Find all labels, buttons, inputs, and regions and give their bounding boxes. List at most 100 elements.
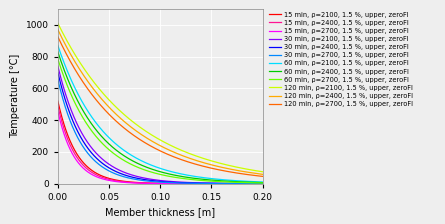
30 min, ρ=2700, 1.5 %, upper, zeroFl [260, 182, 265, 185]
120 min, ρ=2700, 1.5 %, upper, zeroFl [76, 74, 81, 77]
15 min, ρ=2400, 1.5 %, upper, zeroFl [146, 182, 151, 185]
Line: 30 min, ρ=2100, 1.5 %, upper, zeroFl: 30 min, ρ=2100, 1.5 %, upper, zeroFl [58, 66, 263, 184]
15 min, ρ=2400, 1.5 %, upper, zeroFl [218, 182, 224, 185]
60 min, ρ=2400, 1.5 %, upper, zeroFl [76, 101, 81, 104]
15 min, ρ=2400, 1.5 %, upper, zeroFl [76, 159, 81, 161]
60 min, ρ=2100, 1.5 %, upper, zeroFl [76, 94, 81, 97]
60 min, ρ=2100, 1.5 %, upper, zeroFl [55, 44, 61, 47]
X-axis label: Member thickness [m]: Member thickness [m] [105, 207, 215, 217]
Line: 30 min, ρ=2700, 1.5 %, upper, zeroFl: 30 min, ρ=2700, 1.5 %, upper, zeroFl [58, 80, 263, 184]
60 min, ρ=2700, 1.5 %, upper, zeroFl [55, 58, 61, 60]
120 min, ρ=2100, 1.5 %, upper, zeroFl [146, 131, 151, 134]
15 min, ρ=2100, 1.5 %, upper, zeroFl [215, 182, 220, 185]
30 min, ρ=2400, 1.5 %, upper, zeroFl [55, 71, 61, 74]
Line: 60 min, ρ=2400, 1.5 %, upper, zeroFl: 60 min, ρ=2400, 1.5 %, upper, zeroFl [58, 52, 263, 183]
60 min, ρ=2400, 1.5 %, upper, zeroFl [55, 50, 61, 53]
15 min, ρ=2100, 1.5 %, upper, zeroFl [218, 182, 224, 185]
120 min, ρ=2100, 1.5 %, upper, zeroFl [138, 126, 143, 129]
Line: 15 min, ρ=2100, 1.5 %, upper, zeroFl: 15 min, ρ=2100, 1.5 %, upper, zeroFl [58, 101, 263, 184]
15 min, ρ=2400, 1.5 %, upper, zeroFl [55, 105, 61, 107]
60 min, ρ=2400, 1.5 %, upper, zeroFl [196, 177, 201, 180]
30 min, ρ=2100, 1.5 %, upper, zeroFl [260, 182, 265, 185]
15 min, ρ=2700, 1.5 %, upper, zeroFl [260, 182, 265, 185]
30 min, ρ=2400, 1.5 %, upper, zeroFl [218, 182, 224, 185]
120 min, ρ=2400, 1.5 %, upper, zeroFl [146, 138, 151, 140]
120 min, ρ=2100, 1.5 %, upper, zeroFl [218, 162, 224, 165]
60 min, ρ=2100, 1.5 %, upper, zeroFl [138, 159, 143, 162]
15 min, ρ=2700, 1.5 %, upper, zeroFl [76, 162, 81, 165]
15 min, ρ=2700, 1.5 %, upper, zeroFl [196, 182, 201, 185]
120 min, ρ=2100, 1.5 %, upper, zeroFl [215, 161, 220, 164]
30 min, ρ=2700, 1.5 %, upper, zeroFl [138, 179, 143, 181]
120 min, ρ=2100, 1.5 %, upper, zeroFl [76, 59, 81, 62]
60 min, ρ=2400, 1.5 %, upper, zeroFl [138, 164, 143, 166]
15 min, ρ=2700, 1.5 %, upper, zeroFl [218, 182, 224, 185]
30 min, ρ=2700, 1.5 %, upper, zeroFl [76, 138, 81, 141]
120 min, ρ=2700, 1.5 %, upper, zeroFl [260, 175, 265, 178]
60 min, ρ=2700, 1.5 %, upper, zeroFl [218, 180, 224, 183]
120 min, ρ=2700, 1.5 %, upper, zeroFl [146, 143, 151, 146]
Line: 120 min, ρ=2400, 1.5 %, upper, zeroFl: 120 min, ρ=2400, 1.5 %, upper, zeroFl [58, 30, 263, 174]
120 min, ρ=2400, 1.5 %, upper, zeroFl [138, 133, 143, 135]
60 min, ρ=2700, 1.5 %, upper, zeroFl [196, 179, 201, 181]
120 min, ρ=2700, 1.5 %, upper, zeroFl [55, 35, 61, 38]
30 min, ρ=2400, 1.5 %, upper, zeroFl [196, 182, 201, 185]
Line: 60 min, ρ=2100, 1.5 %, upper, zeroFl: 60 min, ρ=2100, 1.5 %, upper, zeroFl [58, 45, 263, 182]
60 min, ρ=2400, 1.5 %, upper, zeroFl [218, 179, 224, 182]
30 min, ρ=2100, 1.5 %, upper, zeroFl [146, 177, 151, 180]
30 min, ρ=2100, 1.5 %, upper, zeroFl [76, 126, 81, 129]
60 min, ρ=2700, 1.5 %, upper, zeroFl [260, 182, 265, 184]
30 min, ρ=2700, 1.5 %, upper, zeroFl [218, 182, 224, 185]
15 min, ρ=2700, 1.5 %, upper, zeroFl [215, 182, 220, 185]
30 min, ρ=2100, 1.5 %, upper, zeroFl [55, 65, 61, 67]
15 min, ρ=2100, 1.5 %, upper, zeroFl [55, 100, 61, 102]
30 min, ρ=2700, 1.5 %, upper, zeroFl [146, 180, 151, 183]
60 min, ρ=2400, 1.5 %, upper, zeroFl [146, 166, 151, 169]
30 min, ρ=2100, 1.5 %, upper, zeroFl [138, 176, 143, 179]
Line: 60 min, ρ=2700, 1.5 %, upper, zeroFl: 60 min, ρ=2700, 1.5 %, upper, zeroFl [58, 59, 263, 183]
120 min, ρ=2400, 1.5 %, upper, zeroFl [218, 166, 224, 168]
120 min, ρ=2100, 1.5 %, upper, zeroFl [260, 170, 265, 173]
30 min, ρ=2400, 1.5 %, upper, zeroFl [138, 178, 143, 180]
Line: 15 min, ρ=2700, 1.5 %, upper, zeroFl: 15 min, ρ=2700, 1.5 %, upper, zeroFl [58, 111, 263, 184]
60 min, ρ=2700, 1.5 %, upper, zeroFl [138, 167, 143, 170]
120 min, ρ=2100, 1.5 %, upper, zeroFl [196, 155, 201, 158]
15 min, ρ=2400, 1.5 %, upper, zeroFl [215, 182, 220, 185]
120 min, ρ=2700, 1.5 %, upper, zeroFl [138, 139, 143, 141]
Line: 120 min, ρ=2100, 1.5 %, upper, zeroFl: 120 min, ρ=2100, 1.5 %, upper, zeroFl [58, 23, 263, 172]
Y-axis label: Temperature [°C]: Temperature [°C] [10, 54, 20, 138]
15 min, ρ=2400, 1.5 %, upper, zeroFl [196, 182, 201, 185]
120 min, ρ=2400, 1.5 %, upper, zeroFl [215, 165, 220, 168]
15 min, ρ=2700, 1.5 %, upper, zeroFl [138, 182, 143, 185]
Legend: 15 min, ρ=2100, 1.5 %, upper, zeroFl, 15 min, ρ=2400, 1.5 %, upper, zeroFl, 15 m: 15 min, ρ=2100, 1.5 %, upper, zeroFl, 15… [267, 9, 416, 110]
120 min, ρ=2400, 1.5 %, upper, zeroFl [55, 28, 61, 31]
120 min, ρ=2700, 1.5 %, upper, zeroFl [218, 169, 224, 172]
30 min, ρ=2100, 1.5 %, upper, zeroFl [215, 182, 220, 185]
15 min, ρ=2100, 1.5 %, upper, zeroFl [260, 182, 265, 185]
60 min, ρ=2400, 1.5 %, upper, zeroFl [215, 179, 220, 182]
30 min, ρ=2400, 1.5 %, upper, zeroFl [76, 132, 81, 135]
15 min, ρ=2100, 1.5 %, upper, zeroFl [196, 182, 201, 185]
120 min, ρ=2700, 1.5 %, upper, zeroFl [215, 168, 220, 171]
30 min, ρ=2700, 1.5 %, upper, zeroFl [196, 182, 201, 185]
15 min, ρ=2100, 1.5 %, upper, zeroFl [138, 181, 143, 184]
15 min, ρ=2100, 1.5 %, upper, zeroFl [146, 182, 151, 184]
Line: 30 min, ρ=2400, 1.5 %, upper, zeroFl: 30 min, ρ=2400, 1.5 %, upper, zeroFl [58, 73, 263, 184]
15 min, ρ=2700, 1.5 %, upper, zeroFl [146, 182, 151, 185]
30 min, ρ=2400, 1.5 %, upper, zeroFl [215, 182, 220, 185]
30 min, ρ=2400, 1.5 %, upper, zeroFl [260, 182, 265, 185]
60 min, ρ=2400, 1.5 %, upper, zeroFl [260, 181, 265, 184]
120 min, ρ=2100, 1.5 %, upper, zeroFl [55, 22, 61, 25]
60 min, ρ=2700, 1.5 %, upper, zeroFl [215, 180, 220, 183]
15 min, ρ=2100, 1.5 %, upper, zeroFl [76, 155, 81, 158]
120 min, ρ=2400, 1.5 %, upper, zeroFl [196, 160, 201, 162]
30 min, ρ=2700, 1.5 %, upper, zeroFl [215, 182, 220, 185]
15 min, ρ=2400, 1.5 %, upper, zeroFl [260, 182, 265, 185]
30 min, ρ=2700, 1.5 %, upper, zeroFl [55, 78, 61, 81]
120 min, ρ=2400, 1.5 %, upper, zeroFl [260, 173, 265, 176]
60 min, ρ=2100, 1.5 %, upper, zeroFl [215, 178, 220, 181]
15 min, ρ=2400, 1.5 %, upper, zeroFl [138, 182, 143, 184]
30 min, ρ=2100, 1.5 %, upper, zeroFl [196, 181, 201, 184]
60 min, ρ=2700, 1.5 %, upper, zeroFl [76, 109, 81, 112]
120 min, ρ=2400, 1.5 %, upper, zeroFl [76, 67, 81, 69]
